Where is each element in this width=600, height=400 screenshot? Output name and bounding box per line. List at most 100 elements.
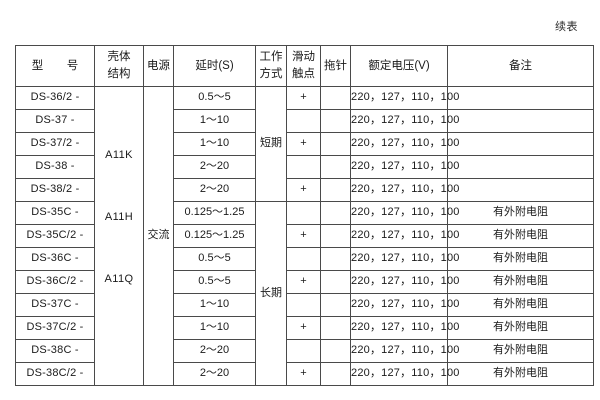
cell-sliding-contact — [286, 109, 321, 133]
cell-remark: 有外附电阻 — [447, 201, 594, 225]
cell-drag-pointer — [320, 132, 351, 156]
cell-case-structure: A11K A11H A11Q — [94, 86, 144, 386]
cell-sliding-contact — [286, 201, 321, 225]
cell-delay-time: 2～20 — [173, 339, 256, 363]
header-case-line2: 结构 — [107, 68, 131, 80]
cell-drag-pointer — [320, 293, 351, 317]
header-mode-line1: 工作 — [259, 51, 283, 64]
header-rated-voltage: 额定电压(V) — [350, 45, 448, 87]
header-remark: 备注 — [447, 45, 594, 87]
header-mode-line2: 方式 — [259, 68, 283, 80]
cell-drag-pointer — [320, 316, 351, 340]
cell-delay-time: 1～10 — [173, 109, 256, 133]
cell-remark: 有外附电阻 — [447, 270, 594, 294]
table-row: DS-38C/2 - 2～20 +220，127，110，100 有外附电阻 — [15, 362, 594, 386]
cell-delay-time: 0.125～1.25 — [173, 224, 256, 248]
spec-table-container: 型 号 壳体 结构 电源 延时(S) 工作 方式 滑动 触点 — [15, 45, 594, 386]
cell-rated-voltage: 220，127，110，100 — [350, 178, 459, 202]
continued-table-label: 续表 — [555, 21, 578, 33]
cell-rated-voltage: 220，127，110，100 — [350, 155, 459, 179]
cell-delay-time: 2～20 — [173, 155, 256, 179]
cell-drag-pointer — [320, 178, 351, 202]
table-row: DS-36C - 0.5～5 220，127，110，100 有外附电阻 — [15, 247, 594, 271]
table-body: DS-36/2 - A11K A11H A11Q 交流 0.5～5 短期 +220，127，1… — [15, 86, 594, 386]
cell-rated-voltage: 220，127，110，100 — [350, 224, 459, 248]
cell-drag-pointer — [320, 362, 351, 386]
header-remark-label: 备注 — [509, 59, 532, 72]
cell-remark: 有外附电阻 — [447, 339, 594, 363]
cell-delay-time: 2～20 — [173, 362, 256, 386]
table-row: DS-37/2 - 1～10 +220，127，110，100 — [15, 132, 594, 156]
case-label-3: A11Q — [104, 273, 134, 285]
cell-drag-pointer — [320, 224, 351, 248]
cell-sliding-contact: + — [286, 362, 321, 386]
cell-sliding-contact: + — [286, 224, 321, 248]
cell-sliding-contact: + — [286, 270, 321, 294]
cell-delay-time: 1～10 — [173, 293, 256, 317]
cell-remark: 有外附电阻 — [447, 316, 594, 340]
cell-model: DS-35C/2 - — [15, 224, 95, 248]
table-row: DS-35C/2 - 0.125～1.25 +220，127，110，100 有外附电… — [15, 224, 594, 248]
cell-model: DS-37/2 - — [15, 132, 95, 156]
cell-sliding-contact: + — [286, 178, 321, 202]
header-delay-time: 延时(S) — [173, 45, 256, 87]
cell-remark — [447, 155, 594, 179]
table-row: DS-38 - 2～20 220，127，110，100 — [15, 155, 594, 179]
header-model: 型 号 — [15, 45, 95, 87]
cell-model: DS-35C - — [15, 201, 95, 225]
cell-remark: 有外附电阻 — [447, 224, 594, 248]
case-label-1: A11K — [105, 149, 133, 161]
cell-rated-voltage: 220，127，110，100 — [350, 247, 459, 271]
table-row: DS-38C - 2～20 220，127，110，100 有外附电阻 — [15, 339, 594, 363]
cell-rated-voltage: 220，127，110，100 — [350, 270, 459, 294]
table-row: DS-37C/2 - 1～10 +220，127，110，100 有外附电阻 — [15, 316, 594, 340]
header-power-label: 电源 — [147, 59, 170, 72]
cell-drag-pointer — [320, 86, 351, 110]
cell-drag-pointer — [320, 155, 351, 179]
cell-rated-voltage: 220，127，110，100 — [350, 362, 459, 386]
cell-model: DS-36/2 - — [15, 86, 95, 110]
cell-work-mode: 长期 — [255, 201, 287, 386]
header-slide-line2: 触点 — [292, 68, 315, 80]
table-row: DS-36/2 - A11K A11H A11Q 交流 0.5～5 短期 +220，127，1… — [15, 86, 594, 386]
relay-spec-table: 型 号 壳体 结构 电源 延时(S) 工作 方式 滑动 触点 — [15, 45, 594, 386]
cell-power-supply: 交流 — [143, 86, 174, 386]
cell-remark: 有外附电阻 — [447, 293, 594, 317]
cell-drag-pointer — [320, 247, 351, 271]
header-pointer-label: 拖针 — [324, 59, 347, 72]
cell-remark: 有外附电阻 — [447, 362, 594, 386]
cell-delay-time: 0.5～5 — [173, 247, 256, 271]
cell-remark — [447, 109, 594, 133]
cell-rated-voltage: 220，127，110，100 — [350, 293, 459, 317]
header-case-line1: 壳体 — [107, 51, 131, 64]
cell-sliding-contact: + — [286, 132, 321, 156]
header-sliding-contact: 滑动 触点 — [286, 45, 321, 87]
cell-delay-time: 0.125～1.25 — [173, 201, 256, 225]
table-header: 型 号 壳体 结构 电源 延时(S) 工作 方式 滑动 触点 — [15, 45, 594, 87]
cell-rated-voltage: 220，127，110，100 — [350, 316, 459, 340]
cell-work-mode: 短期 — [255, 86, 287, 202]
cell-delay-time: 0.5～5 — [173, 270, 256, 294]
table-row: DS-35C -0.125～1.25 长期 220，127，110，100 有外附电阻 — [15, 201, 594, 386]
cell-sliding-contact: + — [286, 316, 321, 340]
cell-delay-time: 0.5～5 — [173, 86, 256, 110]
cell-drag-pointer — [320, 109, 351, 133]
cell-rated-voltage: 220，127，110，100 — [350, 109, 459, 133]
header-work-mode: 工作 方式 — [255, 45, 287, 87]
cell-model: DS-38C/2 - — [15, 362, 95, 386]
cell-drag-pointer — [320, 339, 351, 363]
cell-model: DS-37C/2 - — [15, 316, 95, 340]
cell-model: DS-38/2 - — [15, 178, 95, 202]
cell-sliding-contact — [286, 293, 321, 317]
cell-remark — [447, 86, 594, 110]
cell-remark — [447, 132, 594, 156]
cell-sliding-contact: + — [286, 86, 321, 110]
table-row: DS-36C/2 - 0.5～5 +220，127，110，100 有外附电阻 — [15, 270, 594, 294]
table-row: DS-38/2 - 2～20 +220，127，110，100 — [15, 178, 594, 202]
cell-sliding-contact — [286, 339, 321, 363]
header-delay-label: 延时(S) — [195, 59, 234, 72]
cell-rated-voltage: 220，127，110，100 — [350, 201, 459, 225]
case-label-2: A11H — [104, 211, 134, 223]
header-case-structure: 壳体 结构 — [94, 45, 144, 87]
cell-delay-time: 1～10 — [173, 132, 256, 156]
